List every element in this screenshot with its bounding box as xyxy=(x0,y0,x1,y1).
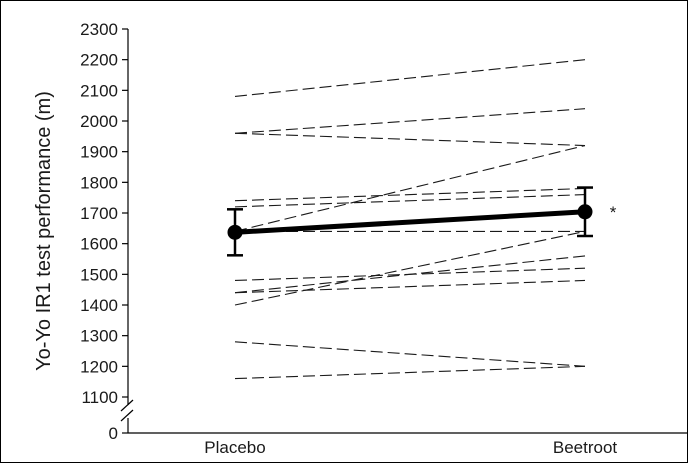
y-tick-label-1700: 1700 xyxy=(80,204,118,223)
y-tick-label-1100: 1100 xyxy=(81,388,118,407)
x-category-label-placebo: Placebo xyxy=(204,438,265,457)
individual-line-1 xyxy=(234,59,586,98)
mean-point-2 xyxy=(577,204,593,220)
y-tick-label-1800: 1800 xyxy=(80,173,118,192)
individual-line-2 xyxy=(234,108,586,134)
axis-break-mark-1 xyxy=(120,399,134,412)
y-tick-label-1500: 1500 xyxy=(80,265,118,284)
axis-group xyxy=(120,28,687,434)
individual-line-11 xyxy=(234,279,586,294)
individual-line-13 xyxy=(234,365,586,380)
significance-annotation: * xyxy=(610,203,617,222)
y-tick-label-2300: 2300 xyxy=(80,20,118,39)
y-tick-label-1600: 1600 xyxy=(80,235,118,254)
y-tick-label-1900: 1900 xyxy=(80,143,118,162)
individual-lines-group xyxy=(234,59,586,380)
individual-line-8 xyxy=(234,230,586,306)
y-tick-label-1200: 1200 xyxy=(80,357,118,376)
y-tick-label-1400: 1400 xyxy=(80,296,118,315)
individual-line-10 xyxy=(234,267,586,282)
individual-line-3 xyxy=(234,132,586,147)
mean-point-1 xyxy=(227,224,243,240)
mean-line xyxy=(234,209,586,235)
individual-line-5 xyxy=(234,187,586,202)
y-tick-label-2100: 2100 xyxy=(80,81,118,100)
axis-break-mark-2 xyxy=(120,409,134,422)
y-tick-label-1300: 1300 xyxy=(80,327,118,346)
individual-line-6 xyxy=(234,194,586,208)
individual-line-12 xyxy=(234,341,586,367)
mean-series-group xyxy=(227,186,593,257)
label-group: 2300 2200 2100 2000 1900 1800 1700 1600 1500 1400… xyxy=(33,20,617,457)
y-tick-label-2000: 2000 xyxy=(80,112,118,131)
y-tick-label-0: 0 xyxy=(109,424,118,443)
individual-line-4 xyxy=(234,144,586,232)
y-axis-title: Yo-Yo IR1 test performance (m) xyxy=(33,91,55,371)
x-category-label-beetroot: Beetroot xyxy=(553,438,618,457)
y-tick-label-2200: 2200 xyxy=(80,51,118,70)
